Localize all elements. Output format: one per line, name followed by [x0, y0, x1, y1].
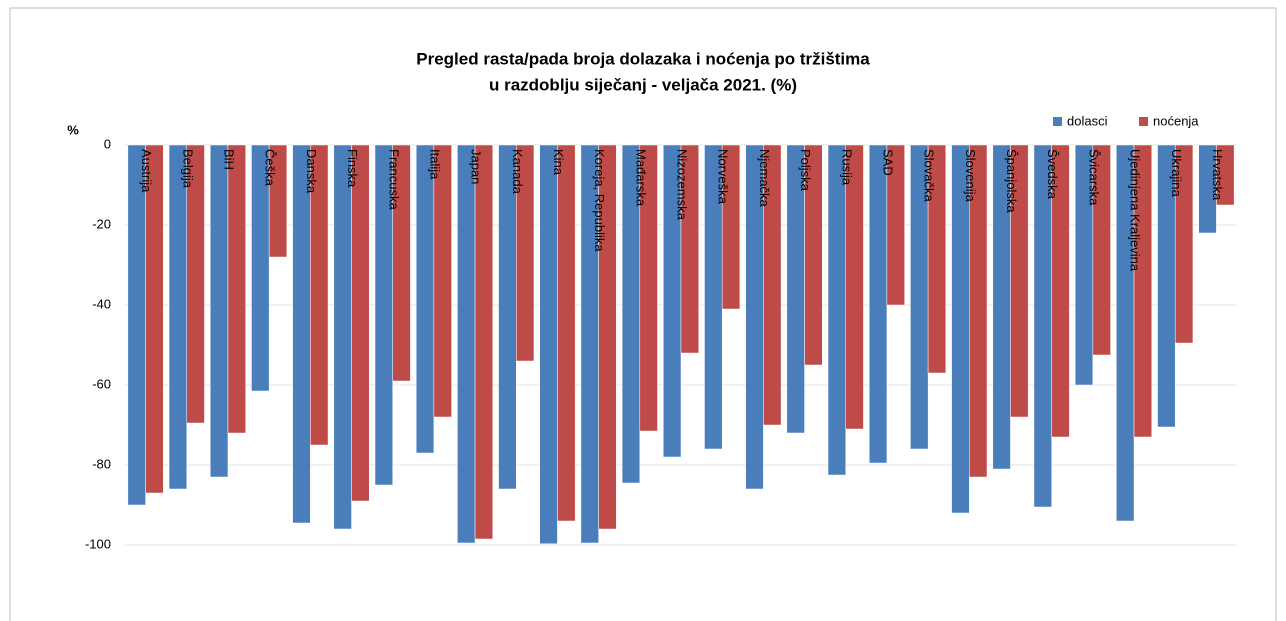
x-tick-label: Češka	[263, 149, 278, 187]
x-tick-label: Njemačka	[757, 149, 772, 208]
x-tick-label: Švicarska	[1086, 149, 1101, 206]
y-tick-label: -20	[92, 216, 111, 231]
bar	[868, 144, 888, 464]
x-tick-label: Slovenija	[963, 149, 978, 203]
bar	[474, 144, 494, 540]
x-tick-label: Koreja, Republika	[592, 149, 607, 252]
bar	[804, 144, 823, 366]
bar	[539, 144, 558, 545]
bar	[680, 144, 699, 354]
x-tick-label: Kanada	[510, 149, 525, 195]
bar	[415, 144, 435, 454]
x-tick-label: Hrvatska	[1210, 149, 1225, 201]
y-tick-label: -40	[92, 296, 111, 311]
legend-label: noćenja	[1153, 113, 1199, 128]
x-tick-label: Nizozemska	[675, 149, 690, 221]
bar	[268, 144, 288, 258]
bar	[433, 144, 452, 418]
bar	[1216, 144, 1235, 206]
bar	[168, 144, 188, 490]
bar	[333, 144, 352, 530]
x-tick-label: Finska	[345, 149, 360, 188]
x-tick-label: Ujedinjena Kraljevina	[1128, 149, 1143, 272]
bar	[292, 144, 311, 524]
bar	[186, 144, 205, 424]
bar	[457, 144, 476, 544]
bar	[639, 144, 658, 432]
bar	[598, 144, 617, 530]
y-tick-label: -100	[85, 536, 111, 551]
x-tick-label: Mađarska	[633, 149, 648, 207]
bar	[1133, 144, 1152, 438]
bar	[763, 144, 782, 426]
chart-title: u razdoblju siječanj - veljača 2021. (%)	[489, 75, 797, 94]
bar	[210, 144, 229, 478]
bar	[251, 144, 270, 392]
x-tick-label: Austrija	[139, 149, 154, 193]
bar	[392, 144, 411, 382]
bar	[310, 144, 329, 446]
bar	[845, 144, 864, 430]
legend-label: dolasci	[1067, 113, 1108, 128]
bar	[1010, 144, 1029, 418]
x-tick-label: Ukrajina	[1169, 149, 1184, 197]
x-tick-label: Danska	[304, 149, 319, 194]
bar	[227, 144, 246, 434]
bar	[498, 144, 517, 490]
bar	[516, 144, 535, 362]
bar	[1051, 144, 1070, 438]
bar	[1174, 144, 1194, 344]
bar	[557, 144, 576, 522]
x-tick-label: Španjolska	[1004, 149, 1019, 213]
legend-swatch	[1139, 117, 1148, 126]
x-tick-label: Francuska	[386, 149, 401, 210]
legend-swatch	[1053, 117, 1062, 126]
bar	[351, 144, 370, 502]
x-tick-label: Belgija	[180, 149, 195, 189]
x-tick-label: Italija	[427, 149, 442, 180]
y-tick-label: 0	[104, 136, 111, 151]
bar	[969, 144, 988, 478]
bar	[145, 144, 164, 494]
bar	[886, 144, 905, 306]
bar	[1092, 144, 1111, 356]
y-axis-label: %	[67, 122, 79, 137]
x-tick-label: Rusija	[839, 149, 854, 186]
bar	[927, 144, 947, 374]
x-tick-label: SAD	[880, 149, 895, 176]
y-tick-label: -60	[92, 376, 111, 391]
bar	[127, 144, 146, 506]
x-tick-label: Norveška	[716, 149, 731, 205]
x-tick-label: Poljska	[798, 149, 813, 192]
y-tick-label: -80	[92, 456, 111, 471]
chart-title: Pregled rasta/pada broja dolazaka i noće…	[416, 49, 870, 68]
x-tick-label: Slovačka	[922, 149, 937, 203]
bar	[827, 144, 846, 476]
x-tick-label: BiH	[222, 149, 237, 170]
x-tick-label: Švedska	[1045, 149, 1060, 200]
x-tick-label: Kina	[551, 149, 566, 176]
bar	[721, 144, 741, 310]
x-tick-label: Japan	[469, 149, 484, 184]
bar	[1033, 144, 1052, 508]
